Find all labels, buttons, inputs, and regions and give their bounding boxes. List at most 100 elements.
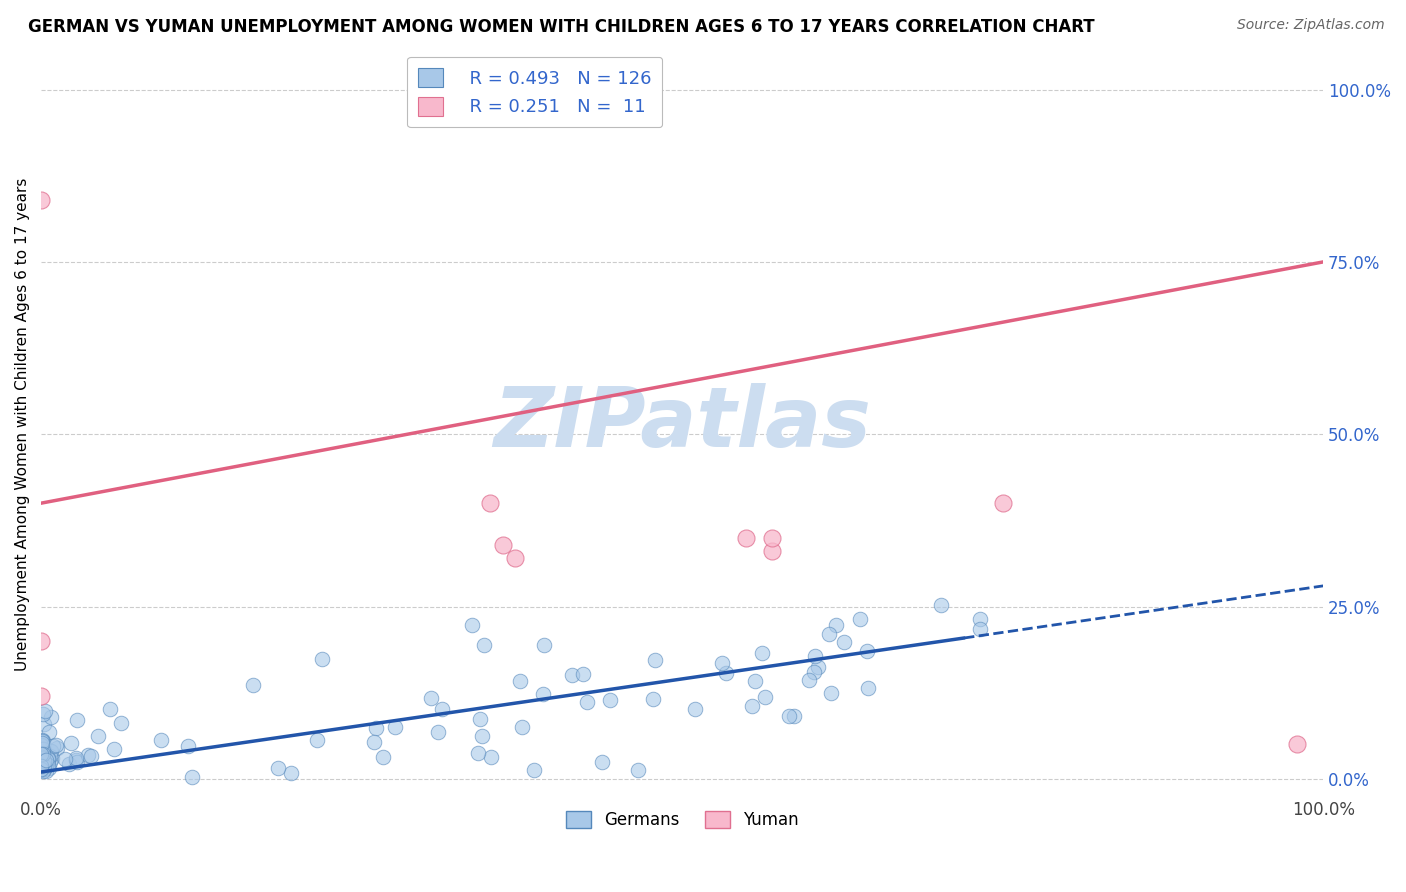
Point (30, 759, 52, 773)
Point (599, 693, 621, 707)
Point (531, 687, 554, 701)
Point (30, 634, 52, 648)
Point (30, 738, 52, 752)
Point (1286, 738, 1309, 752)
Point (31, 753, 53, 767)
Point (799, 673, 821, 687)
Point (242, 678, 264, 692)
Point (32, 762, 55, 776)
Point (969, 622, 991, 636)
Text: Source: ZipAtlas.com: Source: ZipAtlas.com (1237, 18, 1385, 32)
Point (825, 618, 848, 632)
Point (58, 756, 80, 771)
Point (30, 193, 52, 207)
Point (31, 734, 53, 748)
Point (571, 667, 593, 681)
Point (39, 710, 62, 724)
Point (761, 531, 783, 545)
Point (575, 695, 598, 709)
Point (505, 551, 527, 566)
Point (98, 701, 121, 715)
Point (364, 721, 387, 735)
Point (931, 598, 953, 612)
Point (41, 751, 63, 765)
Point (30, 762, 52, 776)
Point (32, 741, 55, 756)
Point (31, 754, 53, 768)
Point (30, 741, 52, 756)
Point (470, 712, 492, 726)
Point (39, 755, 62, 769)
Point (479, 750, 502, 764)
Point (460, 618, 482, 632)
Point (467, 746, 489, 760)
Point (754, 690, 776, 705)
Point (39, 744, 62, 758)
Legend: Germans, Yuman: Germans, Yuman (560, 805, 806, 836)
Point (80, 749, 103, 764)
Point (30, 762, 52, 776)
Y-axis label: Unemployment Among Women with Children Ages 6 to 17 years: Unemployment Among Women with Children A… (15, 178, 30, 671)
Point (32, 754, 55, 768)
Point (523, 763, 546, 777)
Point (32, 756, 55, 770)
Point (30, 760, 52, 774)
Point (832, 635, 855, 649)
Point (751, 647, 773, 661)
Point (591, 755, 613, 769)
Point (384, 720, 406, 734)
Point (644, 653, 666, 667)
Point (420, 690, 443, 705)
Point (34, 758, 56, 772)
Point (561, 667, 583, 681)
Point (817, 627, 839, 641)
Point (427, 725, 450, 739)
Point (714, 666, 737, 681)
Point (744, 674, 766, 689)
Point (34, 717, 56, 731)
Point (30, 758, 52, 772)
Point (32, 734, 55, 748)
Point (46, 741, 69, 756)
Point (34, 704, 56, 718)
Point (30, 734, 52, 748)
Point (53, 752, 76, 766)
Point (60, 736, 83, 750)
Point (31, 736, 53, 750)
Point (30, 738, 52, 752)
Point (533, 638, 555, 652)
Point (371, 749, 394, 764)
Point (177, 739, 200, 753)
Point (34, 760, 56, 774)
Point (35, 758, 58, 772)
Point (311, 652, 333, 666)
Point (35, 758, 58, 772)
Point (969, 612, 991, 626)
Point (38, 724, 60, 739)
Point (32, 747, 55, 761)
Point (38, 761, 60, 775)
Point (38, 744, 60, 758)
Point (509, 673, 531, 688)
Point (741, 699, 763, 714)
Point (65, 753, 87, 767)
Point (711, 657, 734, 671)
Point (643, 692, 665, 706)
Point (991, 496, 1014, 510)
Point (35, 756, 58, 771)
Point (65, 751, 87, 765)
Point (363, 735, 385, 749)
Point (35, 753, 58, 767)
Point (66, 756, 89, 770)
Point (39, 749, 62, 764)
Point (30, 763, 52, 777)
Point (32, 739, 55, 753)
Point (31, 764, 53, 779)
Point (430, 702, 453, 716)
Point (87, 729, 110, 743)
Point (30, 759, 52, 773)
Point (478, 496, 501, 510)
Point (855, 644, 877, 658)
Point (735, 531, 758, 545)
Point (471, 729, 494, 743)
